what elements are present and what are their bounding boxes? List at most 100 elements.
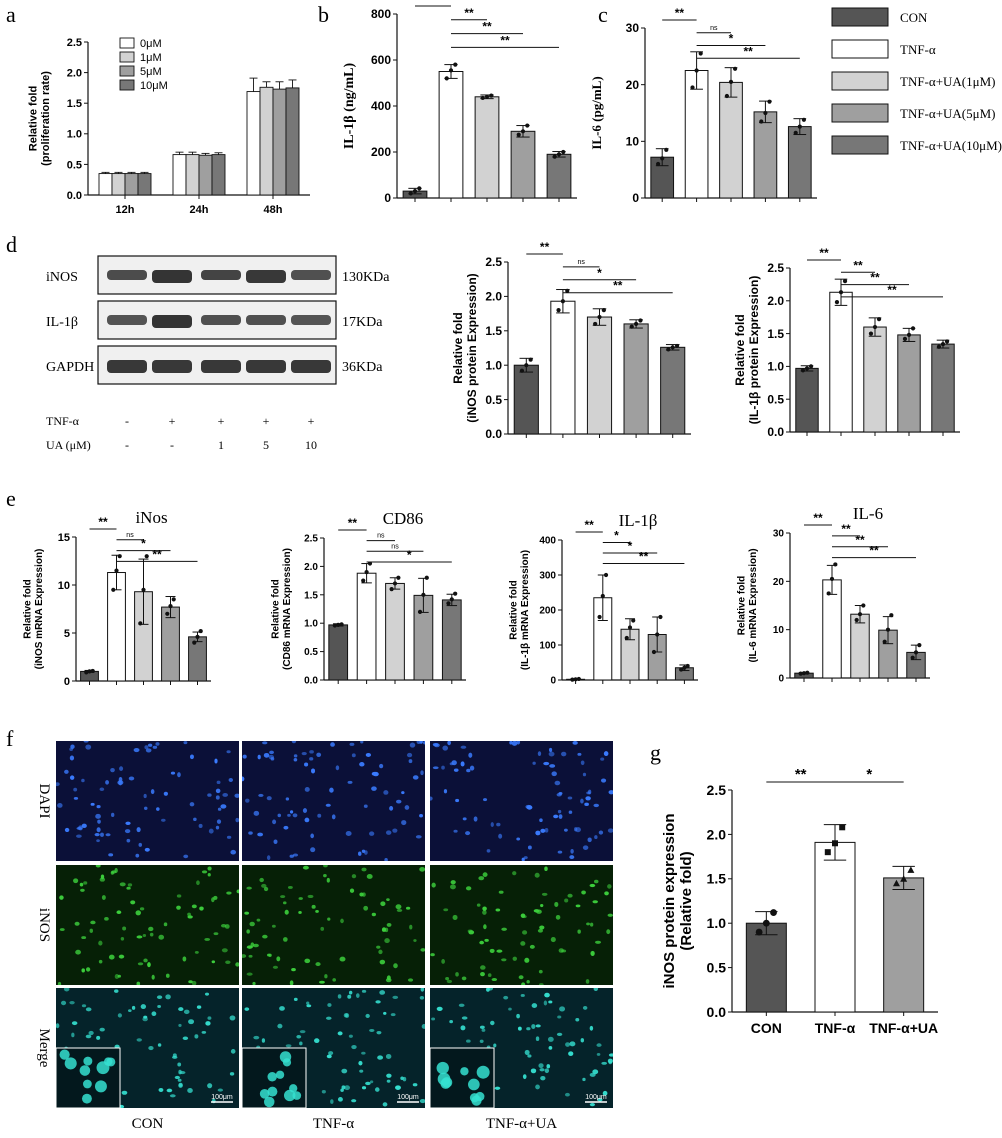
cell-nucleus bbox=[337, 1097, 343, 1102]
cell-nucleus bbox=[329, 787, 334, 793]
significance-label: ** bbox=[428, 0, 438, 6]
cell-nucleus bbox=[56, 782, 60, 787]
cell-nucleus bbox=[348, 990, 353, 995]
cell-nucleus bbox=[369, 1080, 374, 1084]
data-point bbox=[882, 639, 887, 644]
cell-nucleus bbox=[100, 832, 104, 837]
cell-nucleus bbox=[207, 866, 212, 871]
cell-nucleus bbox=[178, 1069, 182, 1075]
cell-nucleus bbox=[119, 766, 124, 771]
cell-nucleus bbox=[114, 974, 119, 980]
cell-nucleus bbox=[460, 745, 467, 749]
cell-nucleus bbox=[257, 832, 264, 837]
data-point bbox=[528, 357, 533, 362]
cell-nucleus bbox=[441, 958, 445, 964]
inset-nucleus bbox=[283, 1089, 296, 1102]
cell-nucleus bbox=[548, 1000, 553, 1004]
cell-nucleus bbox=[235, 817, 239, 823]
data-point bbox=[694, 68, 699, 73]
cell-nucleus bbox=[75, 949, 81, 955]
chart-a: 0.0 0.5 1.0 1.5 2.0 2.5 Relative fold(prolifer… bbox=[27, 37, 310, 216]
cell-nucleus bbox=[597, 1097, 603, 1102]
cell-nucleus bbox=[151, 974, 155, 980]
cell-nucleus bbox=[325, 803, 331, 807]
cell-nucleus bbox=[382, 1102, 388, 1107]
cell-nucleus bbox=[483, 798, 488, 802]
cell-nucleus bbox=[587, 837, 592, 843]
significance-label: ** bbox=[853, 258, 863, 272]
cell-nucleus bbox=[420, 770, 424, 776]
bar bbox=[98, 173, 113, 196]
inset-nucleus bbox=[96, 1061, 110, 1075]
condition-label: TNF-α bbox=[46, 414, 80, 428]
cell-nucleus bbox=[594, 835, 598, 840]
cell-nucleus bbox=[83, 741, 89, 743]
condition-value: 1 bbox=[218, 438, 224, 452]
data-point bbox=[917, 643, 922, 648]
significance-label: * bbox=[597, 266, 602, 280]
scale-bar-label: 100μm bbox=[585, 1094, 607, 1101]
cell-nucleus bbox=[157, 1005, 161, 1008]
cell-nucleus bbox=[501, 958, 507, 962]
cell-nucleus bbox=[517, 1026, 522, 1031]
cell-nucleus bbox=[257, 754, 261, 760]
cell-nucleus bbox=[607, 913, 613, 917]
cell-nucleus bbox=[194, 1034, 199, 1039]
cell-nucleus bbox=[415, 835, 422, 839]
condition-value: + bbox=[263, 414, 270, 428]
cell-nucleus bbox=[178, 1007, 184, 1012]
data-point bbox=[868, 331, 874, 336]
data-point bbox=[670, 345, 675, 350]
cell-nucleus bbox=[544, 866, 548, 871]
cell-nucleus bbox=[177, 1062, 182, 1067]
cell-nucleus bbox=[205, 1021, 211, 1026]
y-tick-label: 0 bbox=[778, 674, 784, 685]
cell-nucleus bbox=[266, 953, 271, 957]
y-tick-label: 20 bbox=[773, 577, 785, 588]
cell-nucleus bbox=[236, 889, 239, 894]
cell-nucleus bbox=[348, 1034, 353, 1038]
y-tick-label: 1.5 bbox=[304, 590, 318, 601]
bar bbox=[586, 316, 613, 435]
cell-nucleus bbox=[135, 853, 140, 858]
cell-nucleus bbox=[204, 992, 210, 996]
x-tick-label: 48h bbox=[264, 204, 283, 216]
y-axis-label: Relative fold(IL-1β protein Expression) bbox=[733, 276, 761, 425]
cell-nucleus bbox=[365, 752, 372, 757]
cell-nucleus bbox=[271, 924, 276, 928]
cell-nucleus bbox=[450, 880, 456, 885]
significance-label: ** bbox=[540, 240, 550, 254]
data-point bbox=[421, 592, 426, 597]
cell-nucleus bbox=[182, 956, 187, 962]
cell-nucleus bbox=[97, 819, 101, 824]
cell-nucleus bbox=[527, 845, 532, 850]
cell-nucleus bbox=[310, 847, 316, 853]
cell-nucleus bbox=[266, 796, 272, 801]
inset-nucleus bbox=[106, 1057, 116, 1067]
cell-nucleus bbox=[551, 771, 557, 777]
cell-nucleus bbox=[351, 1099, 357, 1103]
legend-swatch bbox=[831, 103, 889, 123]
y-tick-label: 1.0 bbox=[67, 129, 82, 141]
blot-size: 36KDa bbox=[342, 360, 383, 375]
inset-nucleus bbox=[267, 1086, 278, 1097]
cell-nucleus bbox=[386, 898, 390, 902]
cell-nucleus bbox=[59, 928, 65, 931]
cell-nucleus bbox=[590, 950, 595, 956]
cell-nucleus bbox=[258, 793, 264, 797]
cell-nucleus bbox=[366, 874, 373, 879]
cell-nucleus bbox=[98, 940, 103, 946]
cell-nucleus bbox=[423, 741, 425, 745]
cell-nucleus bbox=[90, 920, 96, 925]
bar bbox=[745, 922, 787, 1013]
blot-band bbox=[246, 360, 286, 373]
cell-nucleus bbox=[64, 827, 70, 833]
cell-nucleus bbox=[527, 1054, 532, 1058]
cell-nucleus bbox=[378, 949, 383, 955]
cell-nucleus bbox=[569, 855, 575, 860]
data-point bbox=[755, 928, 763, 936]
cell-nucleus bbox=[384, 857, 388, 861]
cell-nucleus bbox=[558, 948, 564, 953]
inset-nucleus bbox=[468, 1078, 480, 1091]
bar bbox=[259, 86, 274, 196]
